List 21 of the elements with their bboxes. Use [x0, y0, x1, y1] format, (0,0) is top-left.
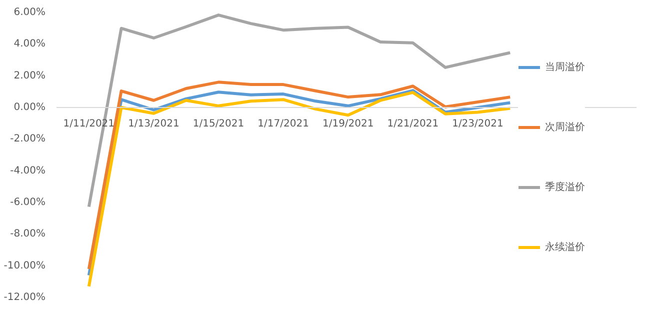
y-tick-label: 0.00% — [14, 102, 46, 113]
y-tick-label: -10.00% — [4, 260, 46, 272]
legend-label: 季度溢价 — [545, 180, 585, 194]
x-tick-label: 1/17/2021 — [258, 118, 309, 130]
y-tick-label: -12.00% — [4, 292, 46, 303]
y-tick-label: -4.00% — [10, 165, 46, 176]
legend-label: 次周溢价 — [545, 121, 585, 134]
y-tick-label: 4.00% — [14, 38, 46, 50]
x-tick-label: 1/11/2021 — [63, 118, 115, 130]
x-tick-label: 1/23/2021 — [452, 118, 504, 130]
y-tick-label: -8.00% — [10, 228, 46, 240]
x-tick-label: 1/15/2021 — [192, 118, 244, 130]
y-tick-label: -2.00% — [10, 134, 46, 145]
y-tick-label: 2.00% — [14, 70, 46, 82]
y-tick-label: 6.00% — [14, 7, 46, 18]
x-tick-label: 1/19/2021 — [322, 118, 374, 130]
y-tick-label: -6.00% — [10, 197, 46, 208]
x-tick-label: 1/13/2021 — [128, 118, 180, 130]
legend-label: 当周溢价 — [545, 60, 585, 74]
legend-label: 永续溢价 — [545, 240, 585, 254]
x-tick-label: 1/21/2021 — [387, 118, 439, 130]
